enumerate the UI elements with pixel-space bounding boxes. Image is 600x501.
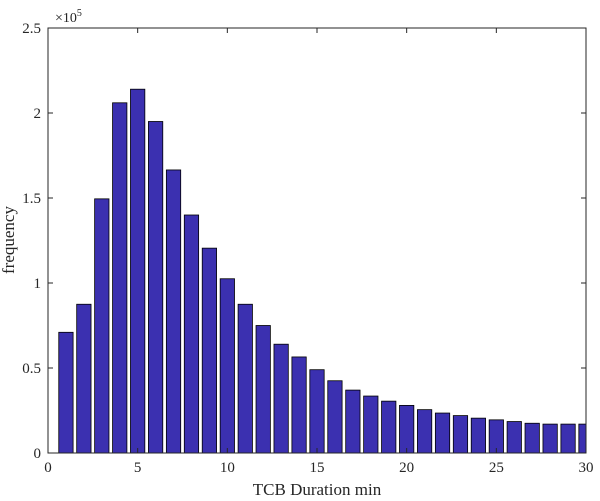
y-tick-label-4: 2 xyxy=(34,106,42,122)
x-axis-label: TCB Duration min xyxy=(253,480,382,499)
y-tick-label-1: 0.5 xyxy=(22,361,41,377)
x-tick-label-0: 0 xyxy=(44,460,52,476)
x-tick-label-15: 15 xyxy=(310,460,325,476)
bar-24 xyxy=(470,417,486,454)
x-tick-label-10: 10 xyxy=(220,460,235,476)
y-tick-label-0: 0 xyxy=(34,446,42,462)
y-multiplier-exponent: 5 xyxy=(77,8,82,19)
y-multiplier-label: ×105 xyxy=(55,8,82,26)
bar-7 xyxy=(165,169,182,454)
bar-3 xyxy=(94,198,110,454)
x-axis-ticks: 0 5 10 15 20 25 30 xyxy=(44,28,594,476)
bar-14 xyxy=(291,356,307,454)
bar-5 xyxy=(130,88,146,454)
bar-4 xyxy=(112,102,128,454)
bar-19 xyxy=(381,400,397,454)
y-axis-label: frequency xyxy=(0,206,18,274)
x-tick-label-25: 25 xyxy=(489,460,504,476)
y-multiplier-base: ×10 xyxy=(55,11,77,26)
bar-16 xyxy=(327,380,343,454)
bar-1 xyxy=(58,331,74,454)
bars-group xyxy=(58,88,587,454)
bar-20 xyxy=(399,404,415,454)
bar-23 xyxy=(452,415,469,454)
bar-6 xyxy=(148,121,164,454)
bar-10 xyxy=(219,278,235,454)
y-tick-label-3: 1.5 xyxy=(22,191,41,207)
bar-27 xyxy=(524,422,540,454)
bar-8 xyxy=(183,214,200,454)
x-tick-label-5: 5 xyxy=(134,460,142,476)
x-tick-label-30: 30 xyxy=(579,460,594,476)
bar-15 xyxy=(309,369,325,454)
bar-18 xyxy=(363,395,379,454)
bar-13 xyxy=(273,343,289,454)
bar-2 xyxy=(76,303,92,454)
bar-12 xyxy=(255,325,271,454)
bar-30 xyxy=(578,423,587,454)
bar-26 xyxy=(506,421,522,454)
y-axis-ticks: 0 0.5 1 1.5 2 2.5 xyxy=(22,21,586,462)
bar-22 xyxy=(434,412,451,454)
y-tick-label-5: 2.5 xyxy=(22,21,41,37)
bar-28 xyxy=(542,423,558,454)
bar-29 xyxy=(560,423,576,454)
y-tick-label-2: 1 xyxy=(34,276,42,292)
bar-9 xyxy=(201,247,217,454)
bar-21 xyxy=(417,409,433,454)
x-tick-label-20: 20 xyxy=(399,460,414,476)
bar-17 xyxy=(345,389,361,454)
bar-11 xyxy=(237,303,253,454)
